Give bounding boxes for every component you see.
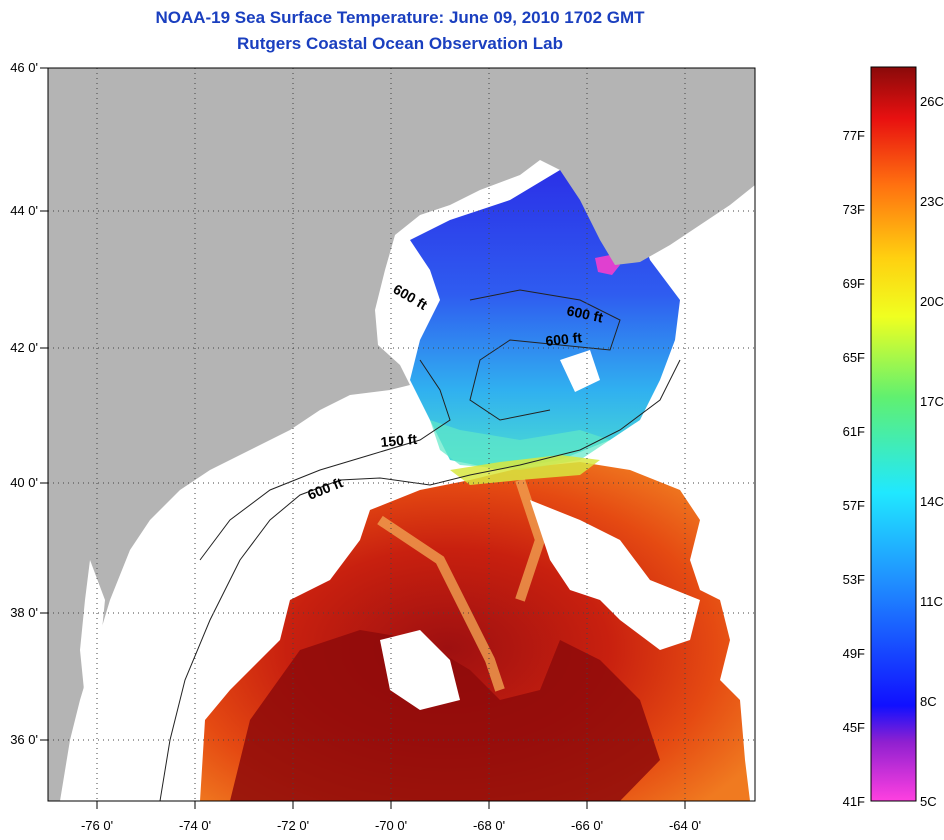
lon-label: -72 0' (277, 818, 309, 833)
lat-label: 36 0' (10, 732, 38, 747)
axis-ticks (40, 67, 686, 809)
fahrenheit-label: 77F (843, 128, 865, 143)
fahrenheit-label: 61F (843, 424, 865, 439)
warm-core (230, 630, 660, 801)
map-title: NOAA-19 Sea Surface Temperature: June 09… (155, 8, 645, 27)
celsius-label: 23C (920, 194, 944, 209)
lon-label: -64 0' (669, 818, 701, 833)
lon-label: -74 0' (179, 818, 211, 833)
lat-label: 38 0' (10, 605, 38, 620)
celsius-label: 8C (920, 694, 937, 709)
land-mass (48, 68, 755, 801)
map-subtitle: Rutgers Coastal Ocean Observation Lab (237, 34, 563, 53)
celsius-label: 17C (920, 394, 944, 409)
fahrenheit-label: 41F (843, 794, 865, 809)
celsius-label: 5C (920, 794, 937, 809)
slope-front (450, 455, 600, 485)
lon-label: -70 0' (375, 818, 407, 833)
celsius-label: 14C (920, 494, 944, 509)
colorbar-gradient (870, 66, 917, 802)
contour-150ft (199, 359, 451, 561)
fahrenheit-label: 53F (843, 572, 865, 587)
fahrenheit-label: 73F (843, 202, 865, 217)
chesapeake-bay (80, 560, 110, 740)
fahrenheit-label: 69F (843, 276, 865, 291)
cloud-patch (380, 630, 460, 710)
gulf-stream-filament (377, 478, 546, 692)
lon-label: -68 0' (473, 818, 505, 833)
lat-label: 46 0' (10, 60, 38, 75)
lat-label: 40 0' (10, 475, 38, 490)
contour-label: 600 ft (545, 329, 583, 349)
fahrenheit-label: 45F (843, 720, 865, 735)
fahrenheit-label: 57F (843, 498, 865, 513)
nova-scotia (600, 150, 755, 265)
fahrenheit-label: 65F (843, 350, 865, 365)
contour-600ft (159, 359, 681, 801)
graticule (48, 68, 755, 801)
map-frame (47, 67, 756, 802)
cloud-patch (530, 500, 700, 650)
fahrenheit-label: 49F (843, 646, 865, 661)
cloud-patch (560, 350, 600, 392)
contour-600ft-gom (469, 289, 621, 421)
long-island (230, 380, 370, 420)
lon-label: -66 0' (571, 818, 603, 833)
lat-label: 44 0' (10, 203, 38, 218)
lon-label: -76 0' (81, 818, 113, 833)
contour-label: 600 ft (565, 302, 604, 325)
celsius-label: 11C (920, 594, 943, 609)
celsius-label: 26C (920, 94, 944, 109)
lat-label: 42 0' (10, 340, 38, 355)
celsius-label: 20C (920, 294, 944, 309)
contour-label: 150 ft (380, 431, 418, 450)
